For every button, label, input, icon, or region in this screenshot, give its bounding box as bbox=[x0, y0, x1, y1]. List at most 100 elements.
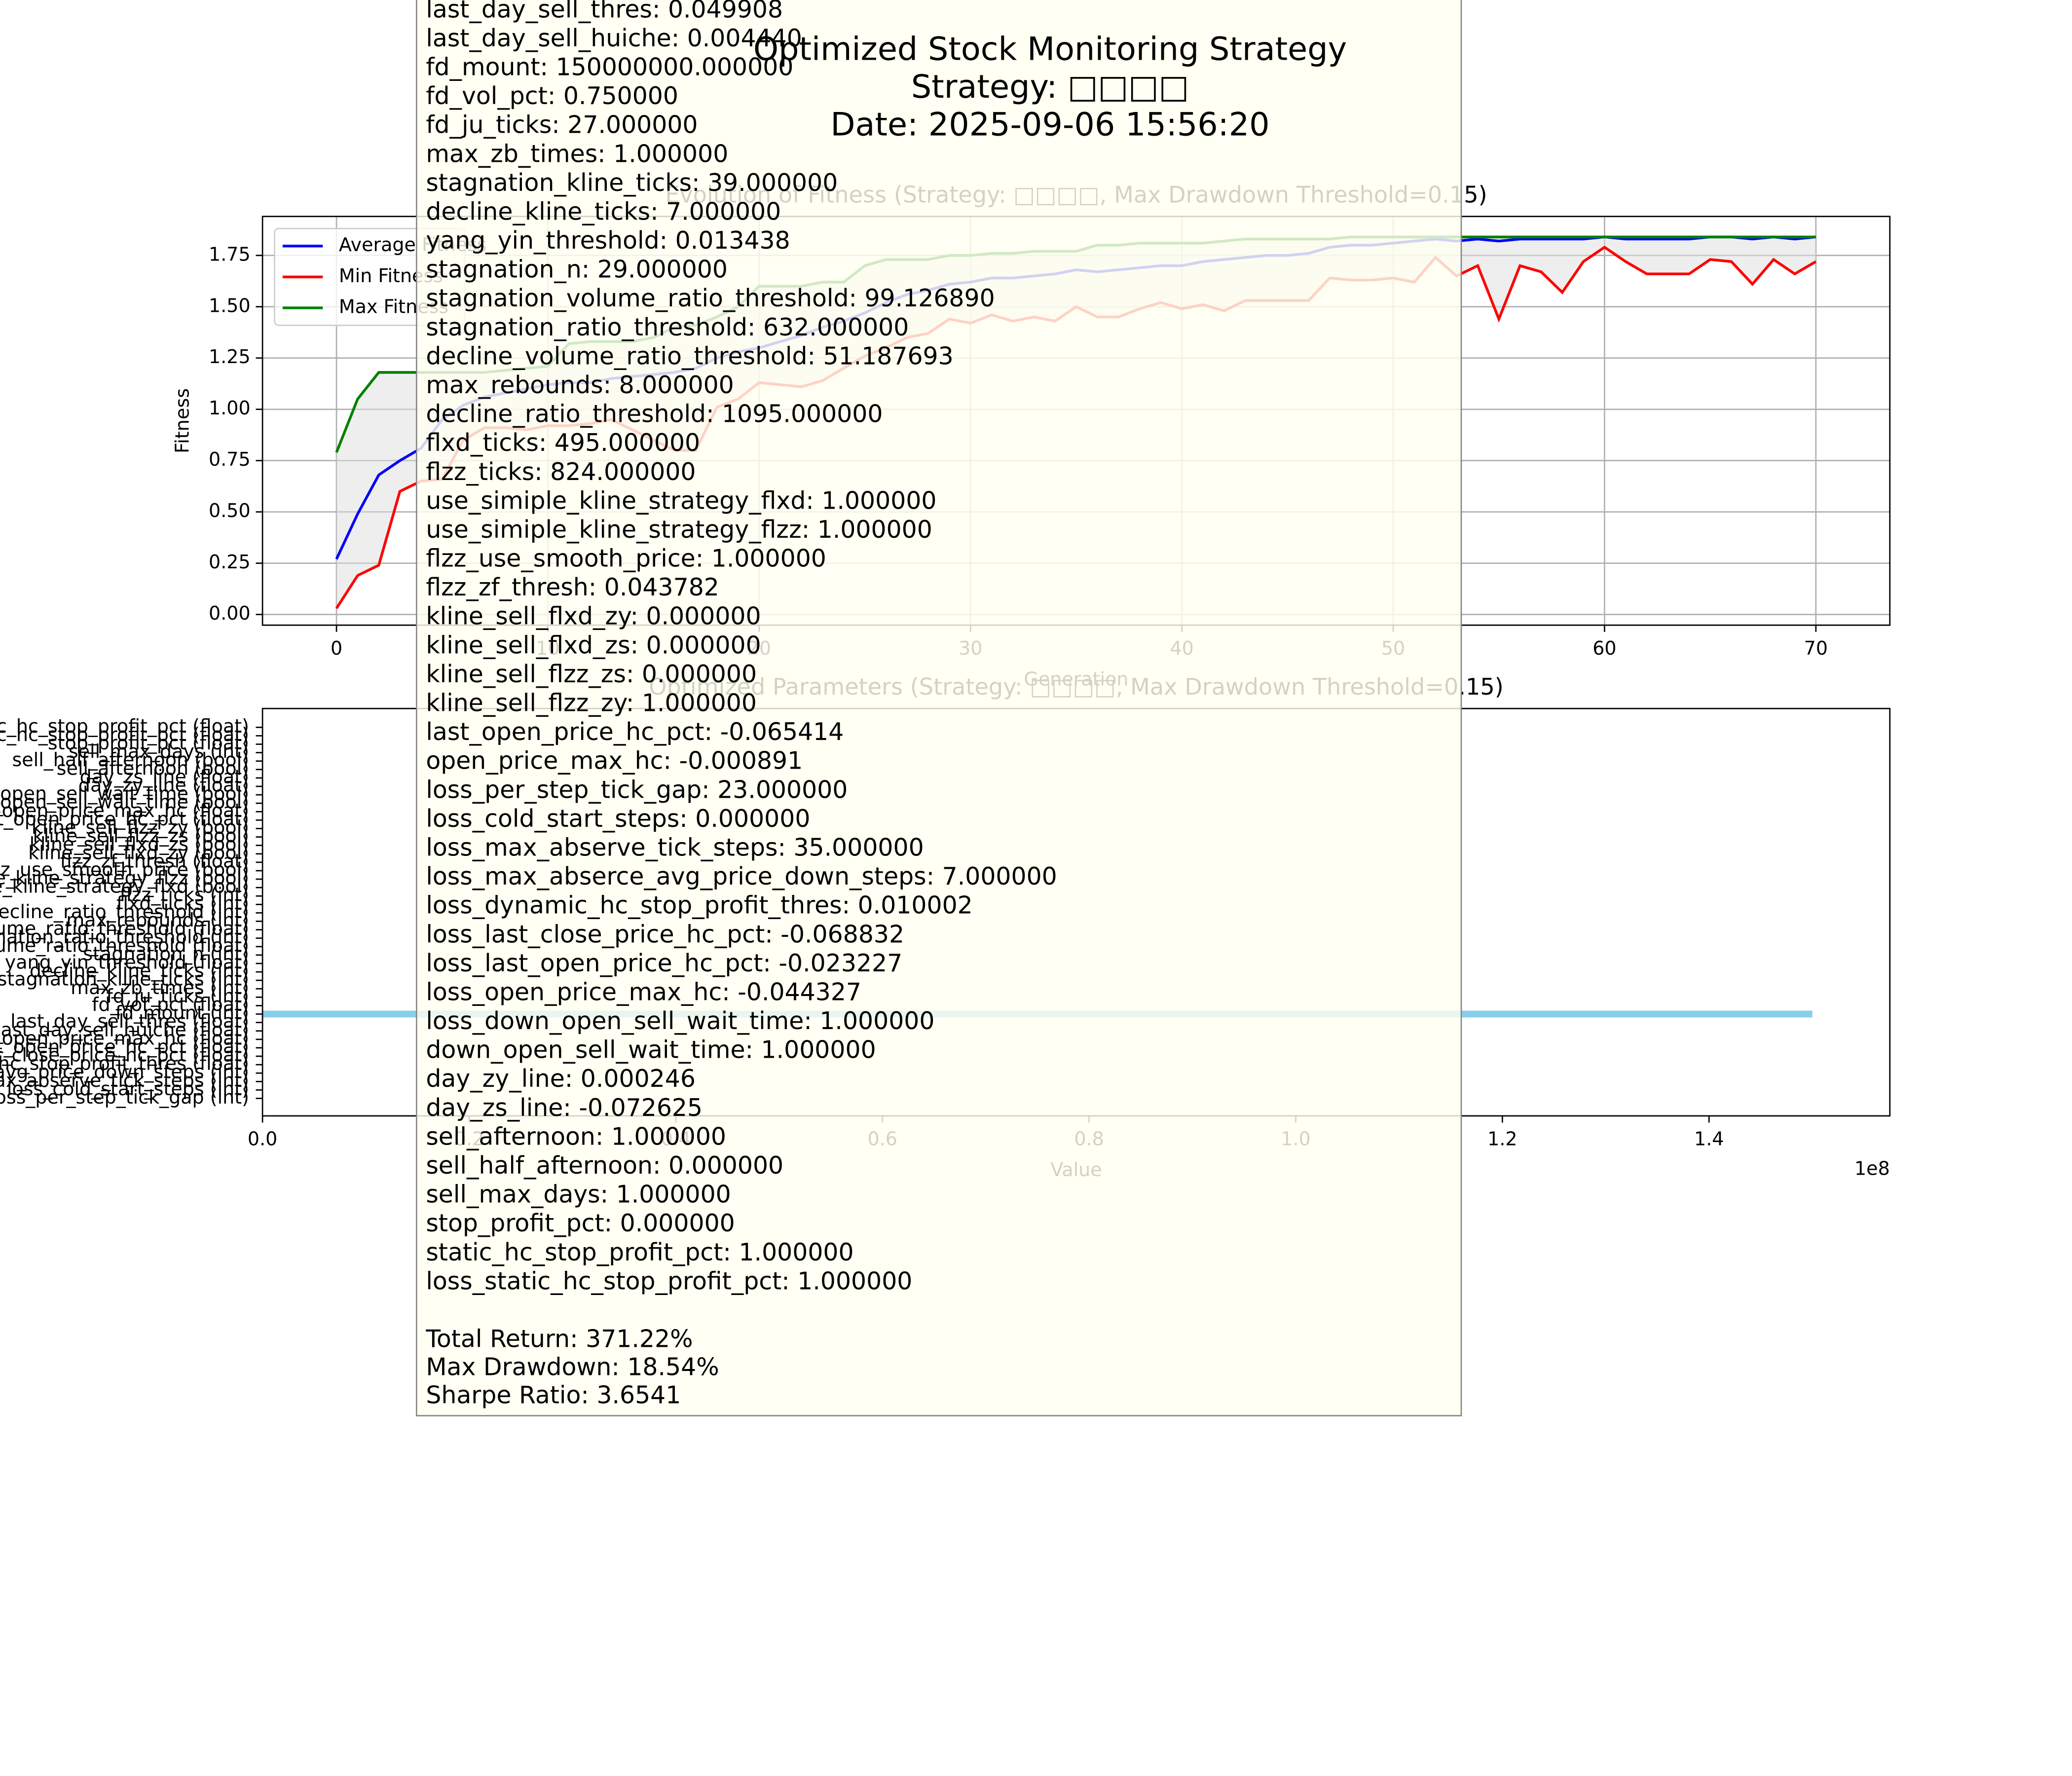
info-stat: Max Drawdown: 18.54% bbox=[426, 1353, 719, 1381]
info-line: down_open_sell_wait_time: 1.000000 bbox=[426, 1036, 876, 1064]
figure-title: Date: 2025-09-06 15:56:20 bbox=[830, 106, 1269, 143]
y-tick-label: day_zy_line (float) bbox=[78, 774, 249, 796]
y-tick-label: stagnation_kline_ticks (int) bbox=[0, 968, 249, 990]
info-line: kline_sell_flxd_zy: 0.000000 bbox=[426, 602, 761, 630]
y-axis-label: Fitness bbox=[171, 388, 193, 453]
info-line: fd_vol_pct: 0.750000 bbox=[426, 82, 678, 110]
info-line: kline_sell_flzz_zy: 1.000000 bbox=[426, 689, 757, 717]
info-line: kline_sell_flzz_zs: 0.000000 bbox=[426, 660, 757, 688]
y-tick-label: loss_dynamic_hc_stop_profit_thres (float… bbox=[0, 1053, 249, 1074]
x-tick-label: 0 bbox=[331, 637, 342, 659]
info-line: stagnation_volume_ratio_threshold: 99.12… bbox=[426, 284, 995, 312]
x-tick-label: 1.4 bbox=[1694, 1128, 1724, 1149]
info-line: sell_max_days: 1.000000 bbox=[426, 1181, 731, 1209]
y-tick-label: 0.50 bbox=[209, 500, 251, 521]
y-tick-label: max_zb_times (int) bbox=[71, 977, 249, 999]
y-tick-label: kline_sell_flxd_zs (bool) bbox=[30, 833, 249, 855]
y-tick-label: stagnation_n (int) bbox=[83, 943, 249, 964]
y-tick-label: kline_sell_flzz_zs (bool) bbox=[33, 825, 249, 847]
info-stat: Sharpe Ratio: 3.6541 bbox=[426, 1381, 681, 1409]
y-tick-label: fd_vol_pct (float) bbox=[92, 994, 249, 1015]
info-line: fd_mount: 150000000.000000 bbox=[426, 53, 793, 81]
x-tick-label: 60 bbox=[1592, 637, 1616, 659]
info-line: day_zy_line: 0.000246 bbox=[426, 1065, 696, 1093]
y-tick-label: last_day_sell_thres (float) bbox=[10, 1010, 249, 1032]
y-tick-label: day_zs_line (float) bbox=[80, 766, 249, 787]
y-tick-label: down_open_sell_wait_time (bool) bbox=[0, 783, 249, 805]
info-line: last_day_sell_thres: 0.049908 bbox=[426, 0, 783, 23]
y-tick-label: loss_max_abserce_avg_price_down_steps (i… bbox=[0, 1061, 249, 1083]
info-line: sell_afternoon: 1.000000 bbox=[426, 1122, 726, 1150]
info-line: loss_max_abserce_avg_price_down_steps: 7… bbox=[426, 862, 1057, 890]
info-stat: Total Return: 371.22% bbox=[425, 1325, 693, 1353]
y-tick-label: max_rebounds (int) bbox=[66, 909, 249, 931]
y-tick-label: static_hc_stop_profit_pct (float) bbox=[0, 724, 249, 745]
y-tick-label: loss_cold_start_steps (int) bbox=[7, 1078, 249, 1100]
info-line: stagnation_n: 29.000000 bbox=[426, 256, 728, 284]
info-line: open_price_max_hc: -0.000891 bbox=[426, 747, 803, 775]
info-line: loss_cold_start_steps: 0.000000 bbox=[426, 805, 810, 833]
info-line: loss_dynamic_hc_stop_profit_thres: 0.010… bbox=[426, 891, 972, 920]
y-tick-label: 1.25 bbox=[209, 346, 251, 368]
info-line: loss_static_hc_stop_profit_pct: 1.000000 bbox=[426, 1267, 912, 1295]
y-tick-label: use_simiple_kline_strategy_flxd (bool) bbox=[0, 876, 249, 897]
y-tick-label: 1.75 bbox=[209, 243, 251, 265]
x-tick-label: 1.2 bbox=[1487, 1128, 1517, 1149]
y-tick-label: sell_max_days (int) bbox=[69, 740, 249, 762]
y-tick-label: kline_sell_flxd_zy (bool) bbox=[28, 842, 249, 863]
info-line: max_zb_times: 1.000000 bbox=[426, 140, 728, 168]
info-box bbox=[415, 0, 1462, 1417]
y-tick-label: loss_last_open_price_hc_pct (float) bbox=[0, 1036, 249, 1057]
info-line: stagnation_kline_ticks: 39.000000 bbox=[426, 169, 838, 197]
y-tick-label: fd_mount (int) bbox=[115, 1002, 249, 1024]
y-tick-label: open_price_max_hc (float) bbox=[2, 800, 249, 821]
info-line: flzz_use_smooth_price: 1.000000 bbox=[426, 544, 826, 572]
info-line: stop_profit_pct: 0.000000 bbox=[426, 1209, 735, 1237]
info-line: loss_down_open_sell_wait_time: 1.000000 bbox=[426, 1007, 934, 1035]
info-line: decline_kline_ticks: 7.000000 bbox=[426, 197, 781, 225]
y-tick-label: decline_kline_ticks (int) bbox=[30, 960, 249, 982]
y-tick-label: 1.50 bbox=[209, 295, 251, 316]
info-line: loss_max_abserve_tick_steps: 35.000000 bbox=[426, 833, 924, 861]
y-tick-label: 0.25 bbox=[209, 551, 251, 573]
info-line: loss_open_price_max_hc: -0.044327 bbox=[426, 978, 861, 1006]
figure-title: Strategy: □□□□ bbox=[911, 68, 1189, 106]
info-line: decline_ratio_threshold: 1095.000000 bbox=[426, 400, 883, 428]
info-line: decline_volume_ratio_threshold: 51.18769… bbox=[426, 342, 953, 370]
info-line: flzz_ticks: 824.000000 bbox=[426, 458, 696, 486]
info-line: loss_last_open_price_hc_pct: -0.023227 bbox=[426, 949, 902, 977]
info-line: max_rebounds: 8.000000 bbox=[426, 371, 734, 399]
y-tick-label: loss_per_step_tick_gap (int) bbox=[0, 1086, 249, 1108]
info-line: stagnation_ratio_threshold: 632.000000 bbox=[426, 313, 909, 341]
y-tick-label: yang_yin_threshold (float) bbox=[5, 951, 249, 973]
y-tick-label: last_open_price_hc_pct (float) bbox=[0, 808, 249, 830]
info-line: last_day_sell_huiche: 0.004440 bbox=[426, 24, 802, 52]
y-tick-label: 1.00 bbox=[209, 397, 251, 419]
y-tick-label: flzz_ticks (int) bbox=[120, 884, 249, 906]
y-tick-label: flzz_use_smooth_price (bool) bbox=[0, 858, 249, 880]
y-tick-label: stop_profit_pct (float) bbox=[48, 732, 249, 754]
info-line: day_zs_line: -0.072625 bbox=[426, 1094, 703, 1122]
y-tick-label: kline_sell_flzz_zy (bool) bbox=[32, 816, 249, 838]
y-tick-label: last_day_sell_huiche (float) bbox=[0, 1019, 249, 1040]
y-tick-label: loss_open_price_max_hc (float) bbox=[0, 1027, 249, 1049]
y-tick-label: loss_max_abserve_tick_steps (int) bbox=[0, 1070, 249, 1091]
info-line: yang_yin_threshold: 0.013438 bbox=[426, 226, 790, 255]
figure-title: Optimized Stock Monitoring Strategy bbox=[753, 31, 1347, 68]
y-tick-label: fd_ju_ticks (int) bbox=[106, 985, 249, 1007]
info-line: flzz_zf_thresh: 0.043782 bbox=[426, 573, 719, 601]
y-tick-label: 0.75 bbox=[209, 448, 251, 470]
info-line: flxd_ticks: 495.000000 bbox=[426, 429, 700, 457]
info-line: loss_per_step_tick_gap: 23.000000 bbox=[426, 776, 848, 804]
y-tick-label: 0.00 bbox=[209, 602, 251, 624]
info-line: use_simiple_kline_strategy_flxd: 1.00000… bbox=[426, 486, 936, 515]
y-tick-label: sell_half_afternoon (bool) bbox=[12, 749, 249, 771]
info-line: last_open_price_hc_pct: -0.065414 bbox=[426, 718, 844, 746]
x-tick-label: 0.0 bbox=[248, 1128, 277, 1149]
y-tick-label: flzz_zf_thresh (float) bbox=[60, 850, 249, 872]
info-line: sell_half_afternoon: 0.000000 bbox=[426, 1151, 783, 1180]
y-tick-label: loss_static_hc_stop_profit_pct (float) bbox=[0, 715, 249, 737]
y-tick-label: flxd_ticks (int) bbox=[116, 892, 249, 914]
